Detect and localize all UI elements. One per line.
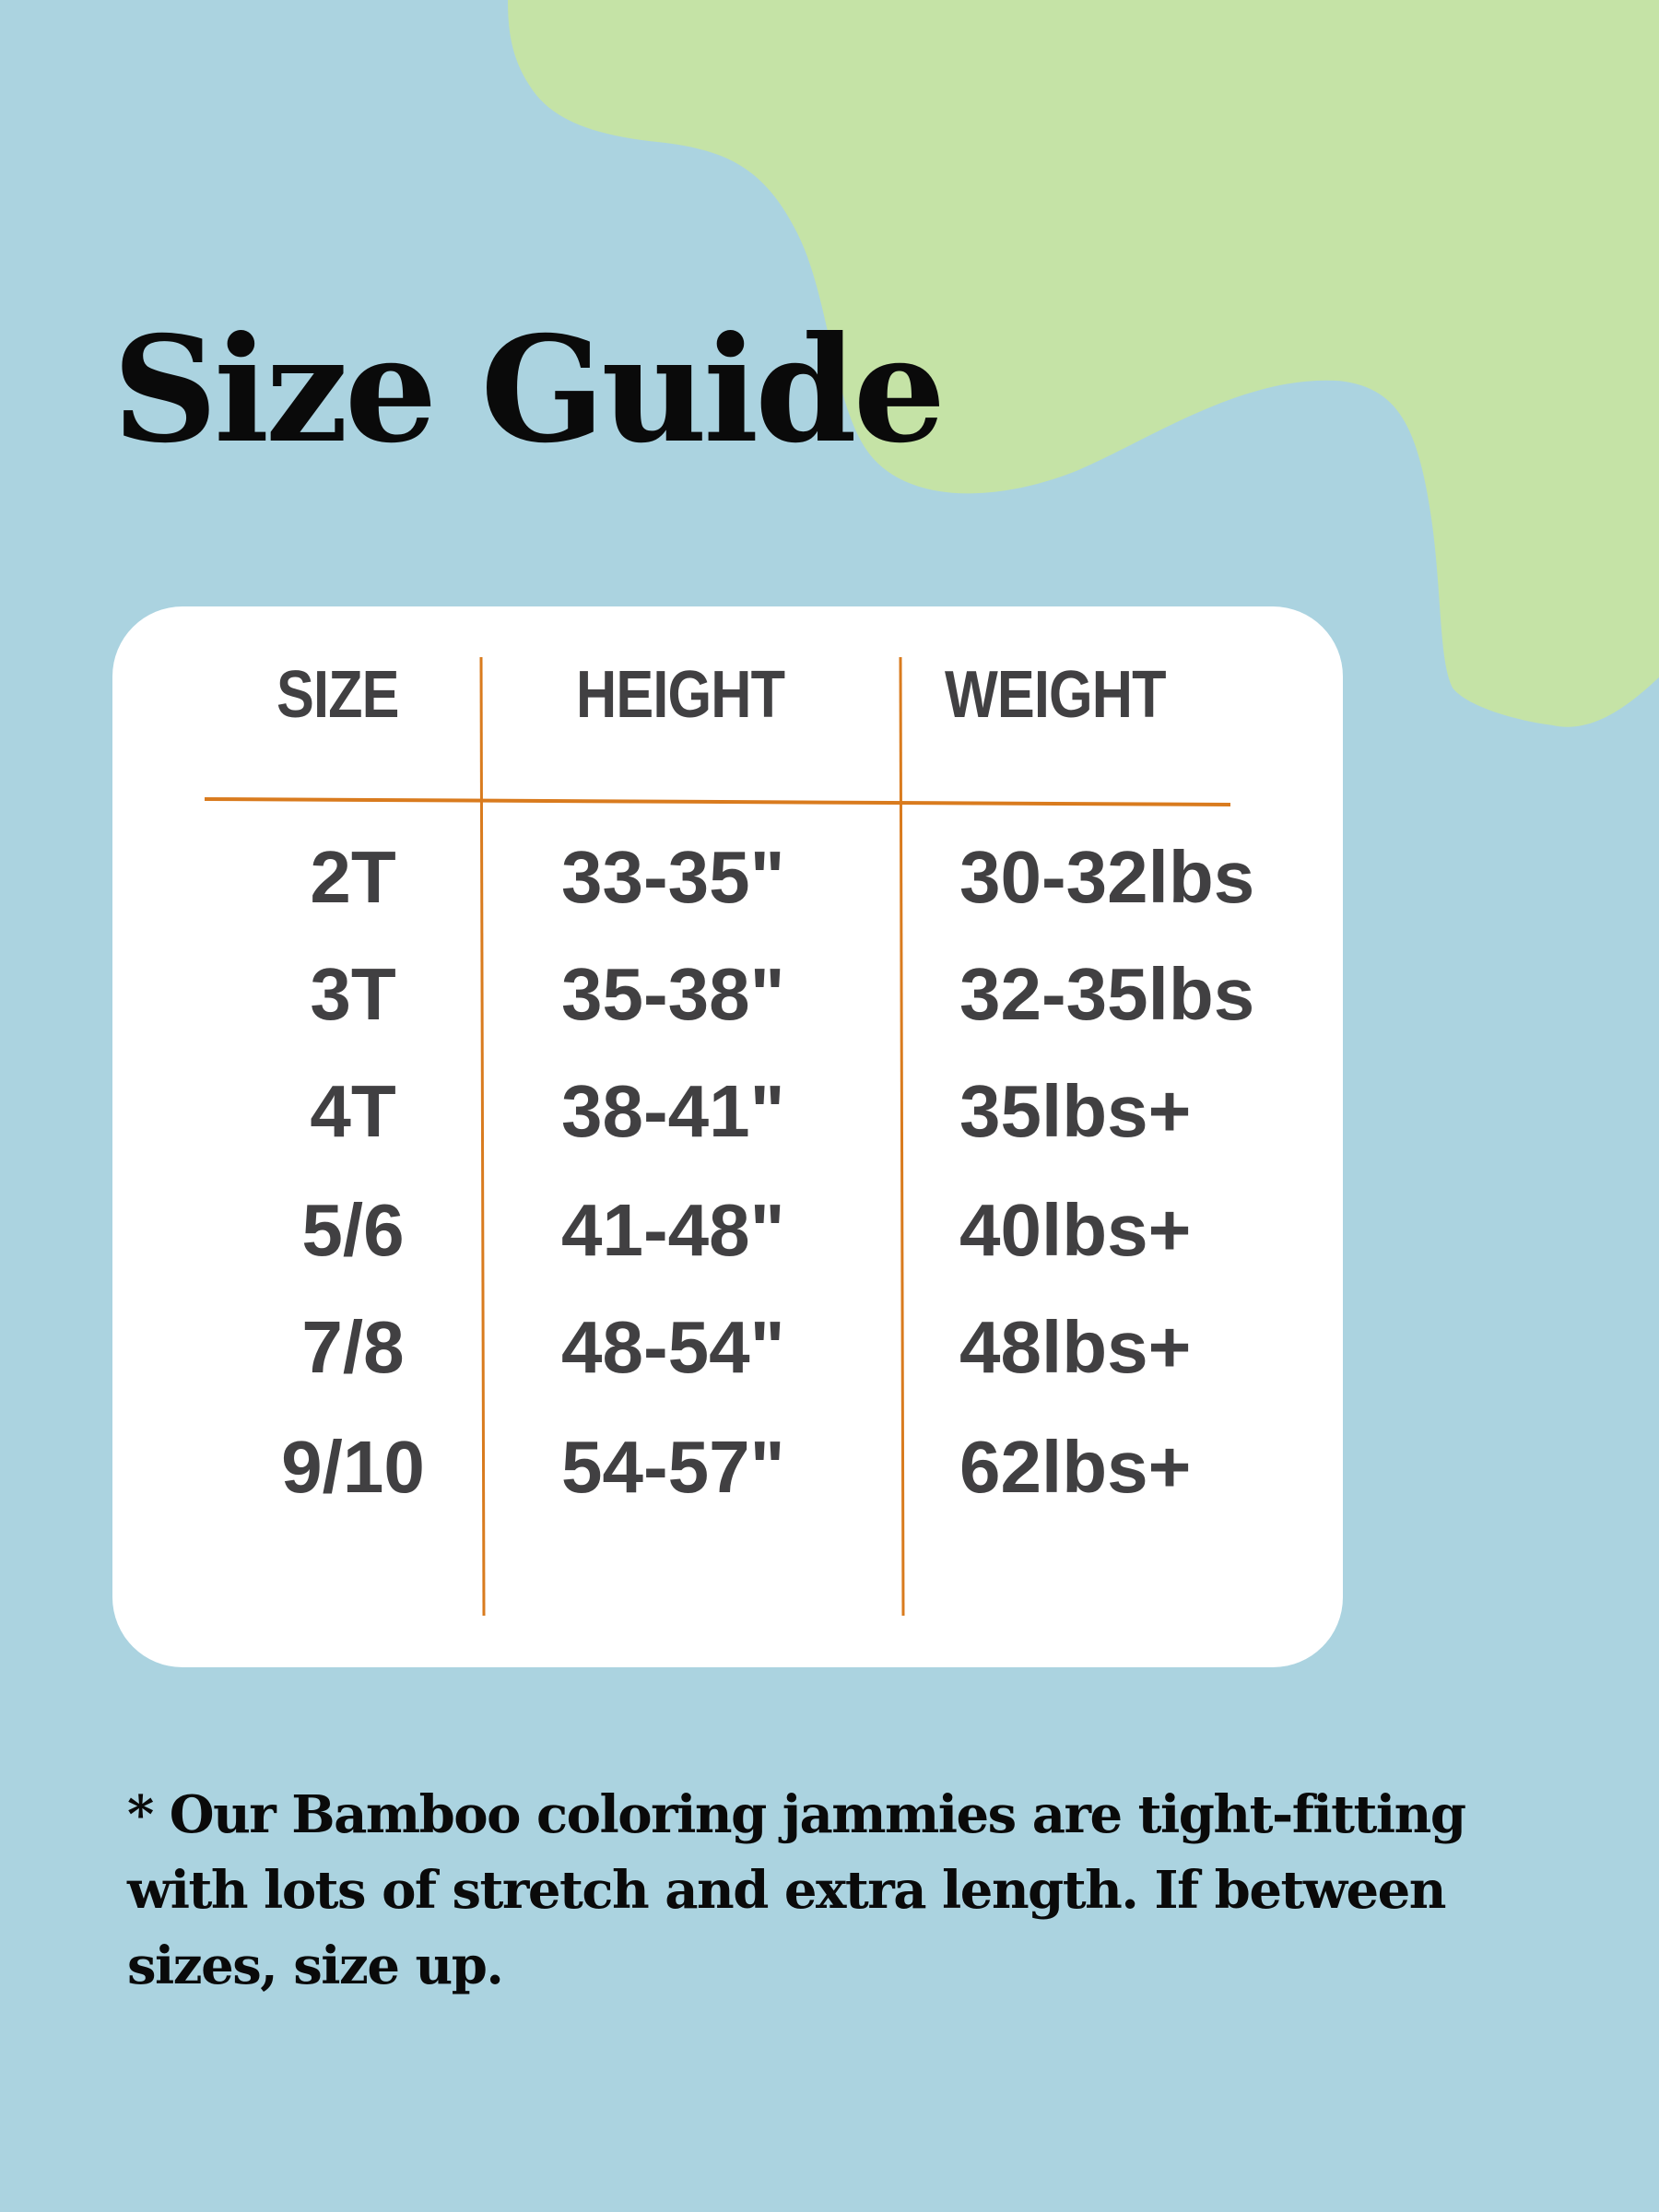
column-header-weight: WEIGHT	[945, 658, 1167, 732]
table-cell-height: 35-38"	[561, 953, 785, 1035]
fit-note: * Our Bamboo coloring jammies are tight-…	[127, 1784, 1466, 1996]
table-cell-weight: 62lbs+	[959, 1426, 1192, 1508]
table-cell-weight: 40lbs+	[959, 1189, 1192, 1271]
table-cell-weight: 48lbs+	[959, 1306, 1192, 1388]
column-header-height: HEIGHT	[576, 658, 785, 732]
table-cell-height: 41-48"	[561, 1189, 785, 1271]
table-cell-size: 2T	[310, 836, 396, 918]
page-title: Size Guide	[112, 305, 946, 476]
table-cell-weight: 35lbs+	[959, 1070, 1192, 1152]
table-cell-height: 33-35"	[561, 836, 785, 918]
column-header-size: SIZE	[276, 658, 399, 732]
table-cell-size: 4T	[310, 1070, 396, 1152]
table-cell-size: 9/10	[281, 1426, 425, 1508]
table-cell-weight: 32-35lbs	[959, 953, 1255, 1035]
table-cell-size: 5/6	[301, 1189, 405, 1271]
table-cell-size: 3T	[310, 953, 396, 1035]
table-cell-size: 7/8	[301, 1306, 405, 1388]
table-cell-height: 38-41"	[561, 1070, 785, 1152]
table-cell-height: 54-57"	[561, 1426, 785, 1508]
table-cell-weight: 30-32lbs	[959, 836, 1255, 918]
table-cell-height: 48-54"	[561, 1306, 785, 1388]
size-table-card	[112, 606, 1343, 1667]
